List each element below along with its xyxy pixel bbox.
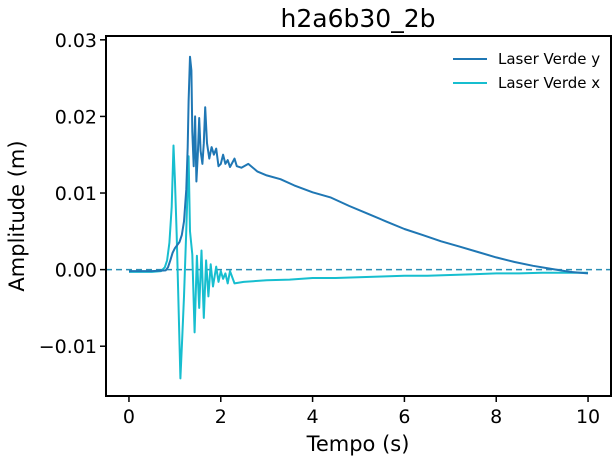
y-tick-label: 0.01 [55, 183, 97, 205]
ticks-layer: 0 2 4 6 8 10 −0.01 0.00 0.01 0.02 0.03 [39, 30, 600, 428]
x-axis-label: Tempo (s) [306, 432, 410, 456]
legend-label-1: Laser Verde x [498, 74, 600, 92]
y-axis-label: Amplitude (m) [5, 140, 29, 291]
y-tick-label: 0.03 [55, 30, 97, 52]
plot-area-frame [105, 35, 612, 397]
x-tick-label: 10 [576, 406, 600, 428]
x-tick-label: 8 [490, 406, 502, 428]
series-layer [129, 55, 589, 380]
y-tick-label: −0.01 [39, 336, 97, 358]
legend-label-0: Laser Verde y [498, 50, 600, 68]
x-tick-label: 0 [123, 406, 135, 428]
y-tick-label: 0.02 [55, 106, 97, 128]
x-tick-label: 6 [398, 406, 410, 428]
x-tick-label: 2 [215, 406, 227, 428]
y-tick-label: 0.00 [55, 260, 97, 282]
series-line-0 [129, 55, 589, 275]
series-line-1 [129, 144, 588, 380]
chart-title: h2a6b30_2b [281, 4, 436, 33]
legend: Laser Verde y Laser Verde x [453, 50, 600, 92]
x-tick-label: 4 [307, 406, 319, 428]
